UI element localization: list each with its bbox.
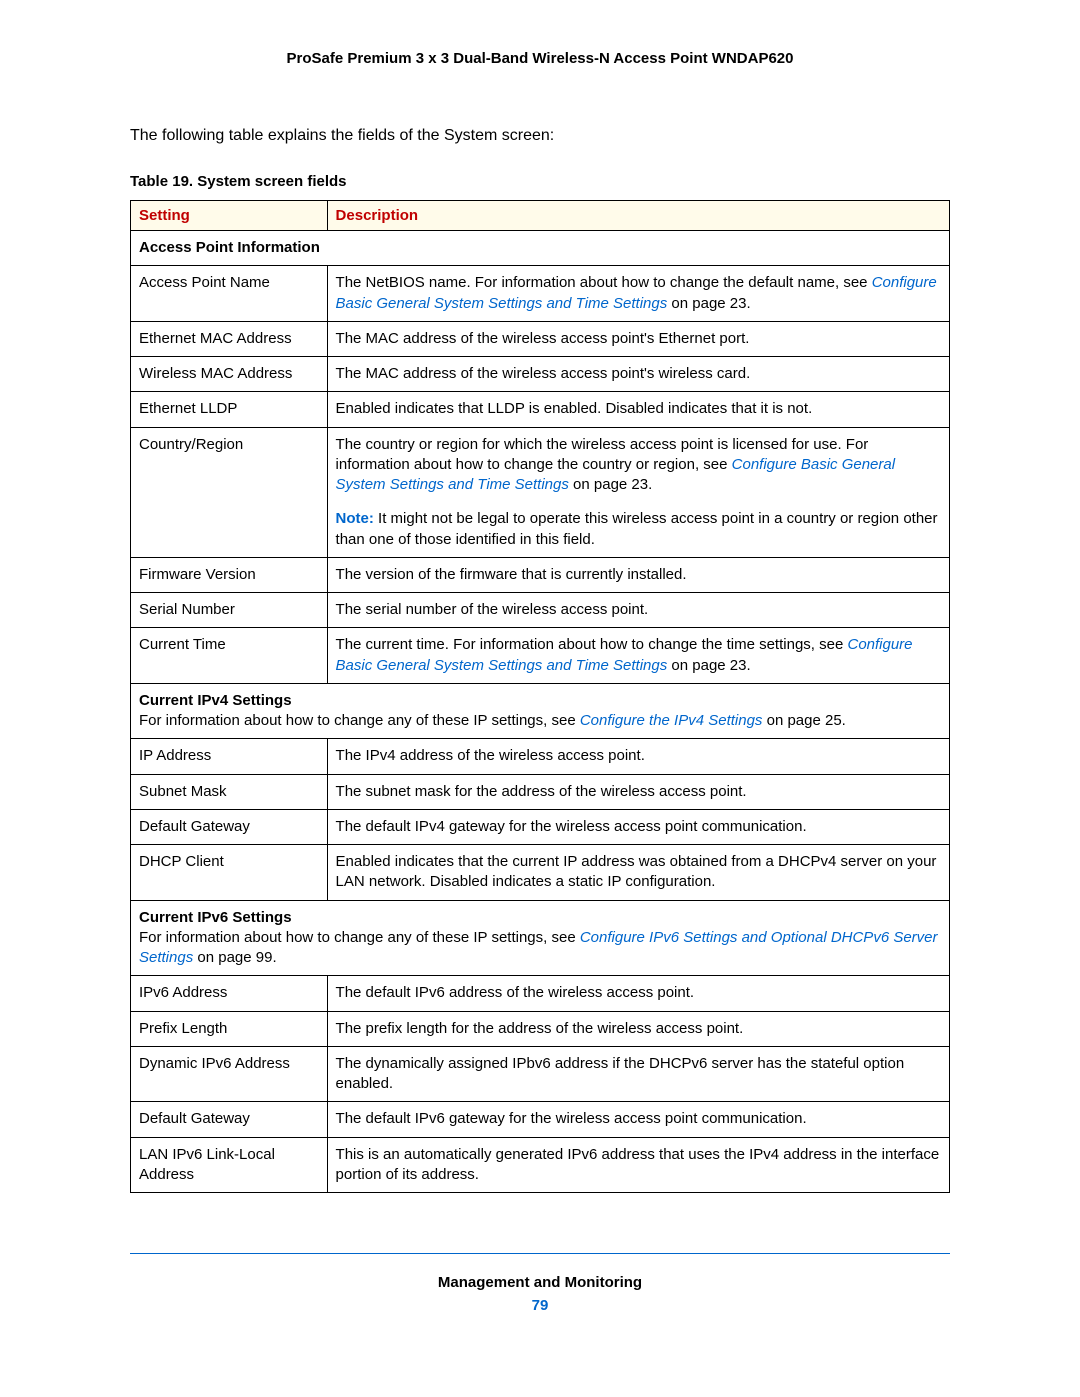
cell-description: This is an automatically generated IPv6 … xyxy=(327,1137,949,1193)
table-row: Access Point Name The NetBIOS name. For … xyxy=(131,266,950,322)
footer-divider xyxy=(130,1253,950,1254)
table-row: Prefix Length The prefix length for the … xyxy=(131,1011,950,1046)
footer-section-title: Management and Monitoring xyxy=(130,1274,950,1291)
note-label: Note: xyxy=(336,510,374,527)
section-row-api: Access Point Information xyxy=(131,231,950,266)
cell-setting: Default Gateway xyxy=(131,1102,328,1137)
table-row: IP Address The IPv4 address of the wirel… xyxy=(131,739,950,774)
cell-description: The default IPv6 address of the wireless… xyxy=(327,976,949,1011)
desc-text: The current time. For information about … xyxy=(336,636,848,653)
section-row-ipv4: Current IPv4 Settings For information ab… xyxy=(131,683,950,739)
table-row: Default Gateway The default IPv6 gateway… xyxy=(131,1102,950,1137)
table-row: Dynamic IPv6 Address The dynamically ass… xyxy=(131,1046,950,1102)
cell-description: The MAC address of the wireless access p… xyxy=(327,321,949,356)
cell-description: Enabled indicates that the current IP ad… xyxy=(327,845,949,901)
page-container: ProSafe Premium 3 x 3 Dual-Band Wireless… xyxy=(0,0,1080,1354)
table-row: Default Gateway The default IPv4 gateway… xyxy=(131,809,950,844)
link-text[interactable]: Configure the IPv4 Settings xyxy=(580,712,763,729)
table-caption: Table 19. System screen fields xyxy=(130,173,950,190)
table-row: Firmware Version The version of the firm… xyxy=(131,557,950,592)
system-fields-table: Setting Description Access Point Informa… xyxy=(130,200,950,1193)
cell-setting: Serial Number xyxy=(131,593,328,628)
section-cell-ipv6: Current IPv6 Settings For information ab… xyxy=(131,900,950,976)
section-title-ipv4: Current IPv4 Settings xyxy=(139,692,292,709)
cell-setting: DHCP Client xyxy=(131,845,328,901)
section-row-ipv6: Current IPv6 Settings For information ab… xyxy=(131,900,950,976)
table-row: Wireless MAC Address The MAC address of … xyxy=(131,357,950,392)
document-title: ProSafe Premium 3 x 3 Dual-Band Wireless… xyxy=(130,50,950,67)
header-description: Description xyxy=(327,201,949,231)
table-row: IPv6 Address The default IPv6 address of… xyxy=(131,976,950,1011)
desc-text: on page 23. xyxy=(667,295,750,312)
cell-description: The default IPv4 gateway for the wireles… xyxy=(327,809,949,844)
section-cell-ipv4: Current IPv4 Settings For information ab… xyxy=(131,683,950,739)
cell-setting: IPv6 Address xyxy=(131,976,328,1011)
spacer xyxy=(336,495,941,509)
section-sub-ipv6: For information about how to change any … xyxy=(139,929,938,966)
table-row: Country/Region The country or region for… xyxy=(131,427,950,557)
section-sub-ipv4: For information about how to change any … xyxy=(139,712,846,729)
cell-description: The IPv4 address of the wireless access … xyxy=(327,739,949,774)
section-title-api: Access Point Information xyxy=(131,231,950,266)
cell-description: The dynamically assigned IPbv6 address i… xyxy=(327,1046,949,1102)
table-row: LAN IPv6 Link-Local Address This is an a… xyxy=(131,1137,950,1193)
cell-setting: IP Address xyxy=(131,739,328,774)
cell-description: The subnet mask for the address of the w… xyxy=(327,774,949,809)
cell-setting: Current Time xyxy=(131,628,328,684)
cell-setting: Ethernet MAC Address xyxy=(131,321,328,356)
cell-description: The default IPv6 gateway for the wireles… xyxy=(327,1102,949,1137)
cell-setting: LAN IPv6 Link-Local Address xyxy=(131,1137,328,1193)
desc-text: For information about how to change any … xyxy=(139,929,580,946)
cell-description: The NetBIOS name. For information about … xyxy=(327,266,949,322)
cell-description: The version of the firmware that is curr… xyxy=(327,557,949,592)
desc-text: on page 99. xyxy=(193,949,276,966)
desc-text: on page 23. xyxy=(569,476,652,493)
header-setting: Setting xyxy=(131,201,328,231)
cell-setting: Default Gateway xyxy=(131,809,328,844)
table-row: Serial Number The serial number of the w… xyxy=(131,593,950,628)
cell-setting: Subnet Mask xyxy=(131,774,328,809)
cell-description: The prefix length for the address of the… xyxy=(327,1011,949,1046)
cell-setting: Dynamic IPv6 Address xyxy=(131,1046,328,1102)
table-row: Ethernet MAC Address The MAC address of … xyxy=(131,321,950,356)
desc-text: on page 25. xyxy=(762,712,845,729)
cell-setting: Firmware Version xyxy=(131,557,328,592)
note-text: It might not be legal to operate this wi… xyxy=(336,510,938,547)
section-title-ipv6: Current IPv6 Settings xyxy=(139,909,292,926)
table-row: DHCP Client Enabled indicates that the c… xyxy=(131,845,950,901)
intro-text: The following table explains the fields … xyxy=(130,127,950,145)
cell-setting: Access Point Name xyxy=(131,266,328,322)
desc-text: For information about how to change any … xyxy=(139,712,580,729)
table-row: Current Time The current time. For infor… xyxy=(131,628,950,684)
table-row: Subnet Mask The subnet mask for the addr… xyxy=(131,774,950,809)
cell-description: The current time. For information about … xyxy=(327,628,949,684)
page-number: 79 xyxy=(130,1297,950,1314)
desc-text: The NetBIOS name. For information about … xyxy=(336,274,872,291)
cell-description: The serial number of the wireless access… xyxy=(327,593,949,628)
cell-description: Enabled indicates that LLDP is enabled. … xyxy=(327,392,949,427)
desc-text: on page 23. xyxy=(667,657,750,674)
cell-setting: Prefix Length xyxy=(131,1011,328,1046)
cell-setting: Ethernet LLDP xyxy=(131,392,328,427)
cell-setting: Wireless MAC Address xyxy=(131,357,328,392)
cell-description: The MAC address of the wireless access p… xyxy=(327,357,949,392)
cell-description: The country or region for which the wire… xyxy=(327,427,949,557)
table-header-row: Setting Description xyxy=(131,201,950,231)
table-row: Ethernet LLDP Enabled indicates that LLD… xyxy=(131,392,950,427)
cell-setting: Country/Region xyxy=(131,427,328,557)
